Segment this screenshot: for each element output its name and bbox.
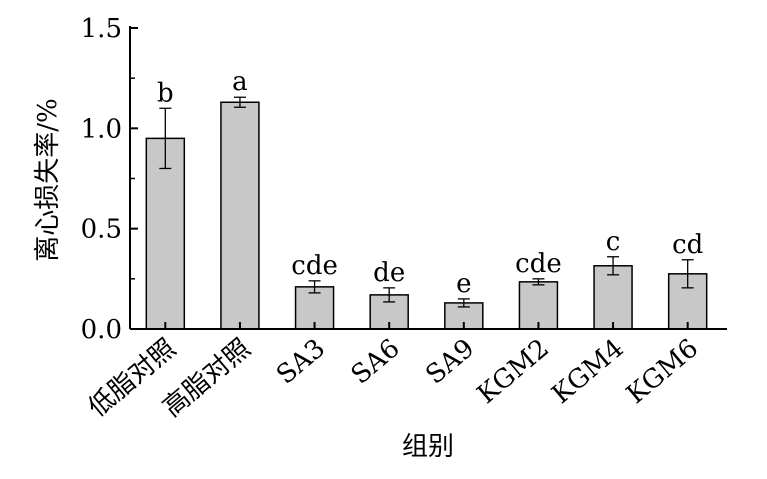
bar — [518, 281, 559, 330]
y-tick-label: 0.0 — [81, 315, 122, 345]
bar — [220, 101, 260, 330]
significance-label: e — [456, 269, 471, 299]
x-tick-label: KGM6 — [621, 333, 704, 410]
bar — [294, 286, 335, 330]
bars-layer: b a cde de e cde c cd — [145, 67, 708, 330]
y-tick-label: 1.5 — [81, 14, 122, 44]
significance-label: b — [157, 78, 174, 108]
significance-label: cde — [515, 249, 562, 279]
y-tick-label: 1.0 — [81, 114, 122, 144]
bar — [145, 137, 186, 330]
y-tick-label: 0.5 — [81, 215, 122, 245]
x-tick-label: SA3 — [271, 333, 331, 390]
x-axis-label: 组别 — [402, 432, 454, 462]
axes-layer — [129, 26, 727, 330]
bar — [593, 265, 633, 330]
significance-label: c — [606, 227, 621, 257]
significance-label: cde — [291, 251, 338, 281]
x-tick-label: KGM2 — [472, 333, 555, 410]
significance-label: cd — [672, 230, 703, 260]
significance-label: a — [232, 67, 248, 97]
x-tick-label: SA6 — [346, 333, 406, 390]
significance-label: de — [373, 258, 405, 288]
x-tick-label: KGM4 — [546, 333, 629, 410]
x-tick-label: SA9 — [420, 333, 480, 390]
y-axis-label: 离心损失率/% — [33, 98, 63, 261]
